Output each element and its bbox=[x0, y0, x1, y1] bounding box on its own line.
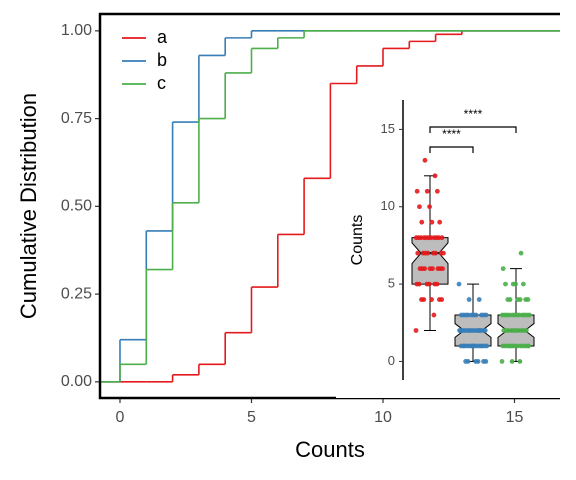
jitter-point bbox=[414, 188, 420, 194]
legend-label: b bbox=[157, 50, 167, 70]
jitter-point bbox=[520, 281, 526, 287]
significance-label: **** bbox=[464, 107, 483, 121]
jitter-point bbox=[515, 297, 521, 302]
y-tick-label: 0.75 bbox=[61, 110, 92, 127]
jitter-point bbox=[413, 235, 419, 241]
inset-y-title: Counts bbox=[349, 215, 366, 266]
jitter-point bbox=[432, 281, 438, 287]
jitter-point bbox=[414, 281, 420, 287]
jitter-point bbox=[417, 204, 422, 210]
significance-bracket bbox=[429, 146, 474, 153]
jitter-point bbox=[503, 281, 508, 287]
jitter-point bbox=[469, 343, 475, 349]
jitter-point bbox=[463, 359, 469, 364]
jitter-point bbox=[431, 312, 437, 318]
jitter-point bbox=[499, 312, 505, 318]
x-tick-label: 10 bbox=[374, 409, 392, 426]
x-tick-label: 15 bbox=[506, 409, 524, 426]
y-axis-title: Cumulative Distribution bbox=[16, 93, 41, 319]
jitter-point bbox=[424, 188, 430, 194]
jitter-point bbox=[436, 297, 442, 302]
jitter-point bbox=[523, 297, 529, 302]
jitter-point bbox=[469, 312, 474, 318]
y-tick-label: 0.25 bbox=[61, 285, 92, 302]
y-tick-label: 1.00 bbox=[61, 22, 92, 39]
jitter-point bbox=[413, 328, 419, 333]
jitter-point bbox=[509, 328, 514, 333]
jitter-point bbox=[430, 250, 436, 256]
x-axis-title: Counts bbox=[295, 437, 365, 462]
jitter-point bbox=[475, 328, 481, 333]
jitter-point bbox=[501, 328, 507, 333]
jitter-point bbox=[422, 157, 428, 163]
jitter-point bbox=[439, 235, 445, 241]
legend-label: a bbox=[157, 27, 168, 47]
inset-y-tick-label: 10 bbox=[381, 198, 395, 213]
jitter-point bbox=[476, 297, 482, 302]
y-tick-label: 0.50 bbox=[61, 198, 92, 215]
jitter-point bbox=[431, 235, 437, 241]
jitter-point bbox=[479, 312, 484, 318]
x-tick-label: 0 bbox=[116, 409, 125, 426]
jitter-point bbox=[427, 204, 432, 210]
jitter-point bbox=[437, 219, 443, 225]
jitter-point bbox=[500, 266, 506, 272]
jitter-point bbox=[519, 328, 525, 333]
jitter-point bbox=[473, 359, 479, 364]
jitter-point bbox=[456, 281, 462, 287]
jitter-point bbox=[508, 343, 514, 349]
jitter-point bbox=[520, 312, 525, 318]
jitter-point bbox=[427, 266, 433, 272]
significance-bracket bbox=[429, 126, 517, 133]
jitter-point bbox=[481, 359, 486, 364]
jitter-point bbox=[510, 281, 516, 287]
jitter-point bbox=[429, 219, 435, 225]
legend-label: c bbox=[157, 73, 166, 93]
jitter-point bbox=[424, 281, 430, 287]
jitter-point bbox=[526, 343, 531, 349]
jitter-point bbox=[518, 250, 524, 256]
jitter-point bbox=[438, 250, 444, 256]
jitter-point bbox=[509, 359, 515, 364]
jitter-point bbox=[419, 219, 425, 225]
jitter-point bbox=[434, 188, 440, 194]
jitter-point bbox=[458, 328, 463, 333]
panel-border bbox=[98, 12, 560, 400]
jitter-point bbox=[500, 343, 506, 349]
jitter-point bbox=[432, 173, 438, 179]
jitter-point bbox=[429, 297, 434, 302]
jitter-point bbox=[479, 343, 485, 349]
jitter-point bbox=[435, 266, 441, 272]
jitter-point bbox=[421, 235, 427, 241]
inset-y-tick-label: 0 bbox=[388, 353, 395, 368]
jitter-point bbox=[468, 328, 473, 333]
jitter-point bbox=[420, 250, 426, 256]
inset-y-tick-label: 5 bbox=[388, 276, 395, 291]
jitter-point bbox=[517, 359, 523, 364]
jitter-point bbox=[499, 359, 505, 364]
jitter-point bbox=[419, 297, 424, 302]
jitter-point bbox=[505, 297, 511, 302]
jitter-point bbox=[518, 343, 524, 349]
y-tick-label: 0.00 bbox=[61, 373, 92, 390]
jitter-point bbox=[458, 312, 464, 318]
jitter-point bbox=[466, 297, 472, 302]
significance-label: **** bbox=[442, 127, 461, 141]
x-tick-label: 5 bbox=[247, 409, 256, 426]
jitter-point bbox=[415, 250, 421, 256]
jitter-point bbox=[461, 343, 467, 349]
inset-y-tick-label: 15 bbox=[381, 121, 395, 136]
jitter-point bbox=[509, 312, 515, 318]
jitter-point bbox=[417, 266, 423, 272]
box bbox=[411, 237, 449, 285]
